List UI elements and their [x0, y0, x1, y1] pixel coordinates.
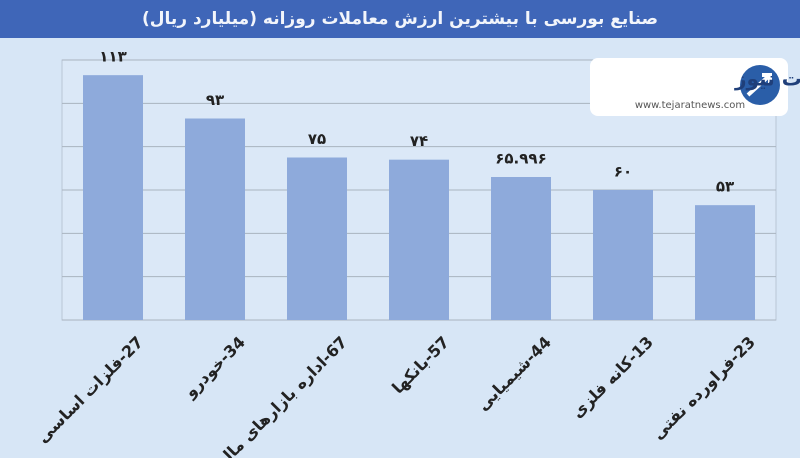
value-label: ۵۳ — [716, 178, 734, 196]
value-label: ۶۰ — [614, 163, 632, 181]
bar — [185, 118, 245, 320]
logo-arrow — [746, 73, 772, 97]
logo-box — [590, 58, 788, 116]
value-label: ۱۱۳ — [99, 48, 126, 66]
bar — [491, 177, 551, 320]
bar — [593, 190, 653, 320]
value-label: ۷۴ — [410, 132, 428, 150]
logo-url: www.tejaratnews.com — [635, 100, 745, 111]
bar — [287, 157, 347, 320]
value-label: ۹۳ — [206, 91, 224, 109]
bar — [83, 75, 143, 321]
logo: تجارت نیوز www.tejaratnews.com — [590, 58, 800, 116]
chart-title: صنایع بورسی با بیشترین ارزش معاملات روزا… — [142, 9, 658, 29]
bar — [389, 159, 449, 320]
logo-name: تجارت نیوز — [734, 67, 800, 91]
value-label: ۷۵ — [308, 130, 326, 148]
bar — [695, 205, 755, 320]
title-banner — [0, 0, 800, 38]
value-label: ۶۵.۹۹۶ — [495, 150, 546, 168]
